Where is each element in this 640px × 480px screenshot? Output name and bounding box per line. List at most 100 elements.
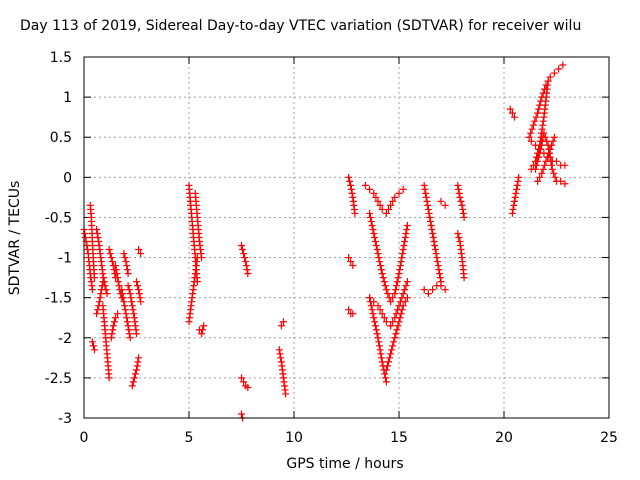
data-point (437, 282, 445, 290)
data-point-dense (376, 346, 384, 354)
data-point-dense (115, 282, 123, 290)
data-point (378, 358, 386, 366)
data-point (395, 318, 403, 326)
data-point (378, 205, 386, 213)
data-point (122, 258, 130, 266)
data-point (91, 274, 98, 282)
data-point-dense (534, 157, 542, 165)
data-point-dense (369, 310, 377, 318)
data-point (378, 310, 386, 318)
y-tick-label: 1 (63, 90, 72, 106)
data-point (391, 290, 399, 298)
data-point (538, 169, 546, 177)
data-point-dense (239, 246, 247, 254)
data-point (118, 286, 126, 294)
data-point (374, 302, 382, 310)
data-point-dense (394, 274, 402, 282)
data-point (109, 322, 117, 330)
data-point (370, 189, 378, 197)
data-point-dense (430, 238, 438, 246)
data-point (93, 225, 101, 233)
data-point (366, 294, 374, 302)
data-point-dense (459, 209, 467, 217)
x-tick-label: 0 (80, 430, 89, 446)
data-point-dense (536, 173, 544, 181)
data-point (244, 270, 252, 278)
data-point (511, 113, 518, 121)
data-point (135, 286, 143, 294)
data-point (124, 270, 132, 278)
data-point (238, 242, 245, 250)
data-point-dense (455, 185, 462, 193)
data-point-dense (513, 181, 521, 189)
data-point-dense (114, 278, 122, 286)
data-point-dense (371, 238, 379, 246)
data-point-dense (427, 217, 434, 225)
data-point-dense (135, 290, 143, 298)
data-point (534, 109, 542, 117)
y-tick-label: -1.5 (45, 291, 72, 307)
data-point (347, 258, 355, 266)
data-point-dense (129, 378, 137, 386)
data-point-dense (375, 338, 383, 346)
data-point-dense (108, 330, 116, 338)
data-point-dense (399, 250, 406, 258)
data-point-dense (347, 185, 355, 193)
data-point-dense (100, 274, 108, 282)
data-point-dense (400, 242, 408, 250)
data-point-dense (241, 254, 249, 262)
data-point-dense (346, 177, 354, 185)
data-point-dense (134, 358, 142, 366)
data-point (130, 374, 138, 382)
data-point (103, 290, 111, 298)
data-point (437, 197, 445, 205)
data-point (395, 302, 403, 310)
data-point (99, 270, 107, 278)
data-point (429, 286, 437, 294)
data-point-dense (369, 225, 377, 233)
data-point-dense (435, 266, 443, 274)
data-point-dense (389, 342, 397, 350)
data-point (242, 258, 250, 266)
data-point-dense (385, 358, 392, 366)
x-tick-label: 15 (390, 430, 408, 446)
data-point (399, 185, 407, 193)
data-point-dense (531, 117, 539, 125)
data-point-dense (125, 286, 133, 294)
data-point-dense (381, 282, 389, 290)
data-point (240, 378, 248, 386)
data-point-dense (537, 145, 545, 153)
data-point (88, 338, 96, 346)
data-point-dense (455, 189, 463, 197)
y-tick-label: 0.5 (50, 130, 72, 146)
data-point-dense (380, 314, 388, 322)
data-point (557, 177, 565, 185)
data-point (366, 209, 374, 217)
y-axis-label: SDTVAR / TECUs (7, 180, 23, 296)
data-point-dense (382, 374, 390, 382)
data-point (366, 185, 374, 193)
data-point-dense (372, 193, 380, 201)
data-point-dense (397, 258, 405, 266)
data-point (370, 229, 378, 237)
data-point (112, 262, 119, 270)
data-point-dense (98, 286, 105, 294)
data-point-dense (402, 282, 410, 290)
data-point (374, 197, 382, 205)
data-point (105, 374, 113, 382)
data-point-dense (128, 298, 136, 306)
data-point (120, 250, 128, 258)
data-point-dense (401, 238, 409, 246)
data-point-dense (119, 294, 127, 302)
data-point-dense (434, 262, 442, 270)
data-point (120, 298, 128, 306)
data-point-dense (549, 137, 557, 145)
data-point (399, 246, 407, 254)
data-point (561, 161, 569, 169)
data-point-dense (543, 137, 551, 145)
data-point (124, 322, 132, 330)
data-point-dense (123, 266, 131, 274)
data-point (387, 322, 395, 330)
data-point (546, 145, 554, 153)
data-point (382, 366, 390, 374)
